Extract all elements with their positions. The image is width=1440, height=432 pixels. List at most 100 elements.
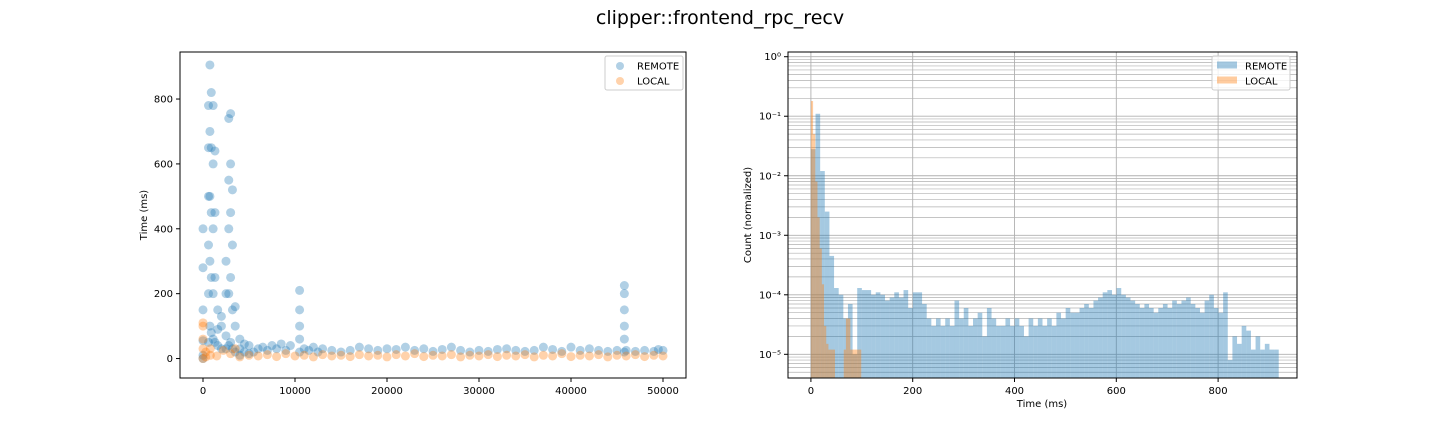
scatter-point-local-52	[594, 350, 604, 360]
histogram-bar-remote-84	[1199, 312, 1205, 378]
scatter-point-remote-11	[204, 101, 214, 111]
scatter-point-remote-91	[391, 344, 401, 354]
histogram-bar-remote-89	[1223, 292, 1228, 378]
histogram-bar-remote-57	[1074, 312, 1080, 378]
scatter-point-local-17	[272, 352, 282, 362]
scatter-point-local-13	[235, 352, 245, 362]
scatter-point-remote-16	[205, 60, 215, 70]
scatter-point-local-21	[308, 352, 318, 362]
scatter-point-remote-73	[285, 341, 295, 351]
scatter-point-remote-4	[198, 263, 208, 273]
histogram-bar-remote-26	[931, 325, 936, 378]
scatter-point-remote-53	[227, 240, 237, 250]
histogram-bar-remote-30	[949, 325, 955, 378]
scatter-point-remote-116	[619, 347, 629, 357]
histogram-bar-local-2	[815, 181, 818, 378]
histogram-ytick-label-3: 10⁻²	[759, 171, 781, 182]
histogram-bar-remote-48	[1033, 325, 1038, 378]
scatter-point-remote-117	[619, 334, 629, 344]
scatter-point-remote-42	[224, 289, 234, 299]
scatter-point-remote-102	[492, 344, 502, 354]
scatter-point-remote-50	[226, 109, 236, 119]
scatter-point-local-24	[336, 350, 346, 360]
scatter-point-remote-106	[529, 345, 539, 355]
figure-title: clipper::frontend_rpc_recv	[596, 7, 844, 29]
histogram-bar-local-7	[826, 343, 829, 378]
histogram-ytick-label-4: 10⁻¹	[759, 112, 781, 123]
histogram-bar-local-10	[832, 349, 835, 378]
scatter-point-remote-64	[244, 341, 254, 351]
scatter-point-remote-82	[313, 347, 323, 357]
scatter-point-remote-127	[658, 345, 668, 355]
scatter-point-remote-14	[205, 191, 215, 201]
scatter-point-remote-36	[216, 311, 226, 321]
scatter-point-remote-77	[295, 305, 305, 315]
histogram-bar-local-4	[819, 248, 822, 378]
scatter-point-remote-12	[205, 321, 215, 331]
histogram-bar-remote-41	[1000, 325, 1006, 378]
histogram-bar-remote-12	[866, 290, 872, 378]
scatter-point-remote-67	[258, 342, 268, 352]
histogram-xtick-label-0: 0	[808, 386, 814, 397]
scatter-point-remote-8	[204, 240, 214, 250]
histogram-bar-remote-68	[1125, 297, 1131, 378]
scatter-point-remote-84	[327, 345, 337, 355]
scatter-point-remote-115	[612, 345, 622, 355]
scatter-point-remote-25	[208, 159, 218, 169]
histogram-bar-remote-1	[815, 113, 821, 379]
scatter-point-remote-79	[299, 344, 309, 354]
scatter-legend-local-label: LOCAL	[637, 77, 670, 88]
histogram-bar-local-3	[817, 217, 820, 378]
histogram-bar-remote-50	[1042, 325, 1048, 378]
histogram-bar-remote-98	[1264, 343, 1270, 378]
histogram-bar-remote-88	[1218, 312, 1224, 378]
scatter-point-remote-62	[239, 339, 249, 349]
scatter-point-remote-6	[204, 337, 214, 347]
scatter-point-remote-32	[213, 324, 223, 334]
scatter-point-remote-97	[446, 342, 456, 352]
histogram-bar-local-1	[813, 134, 816, 378]
scatter-point-local-26	[354, 350, 364, 360]
histogram-bar-local-19	[852, 349, 855, 378]
histogram-bar-remote-44	[1014, 318, 1020, 378]
scatter-point-local-51	[584, 351, 594, 361]
histogram-bar-remote-51	[1047, 318, 1052, 378]
scatter-point-remote-28	[210, 272, 220, 282]
scatter-point-remote-34	[216, 344, 226, 354]
histogram-bar-local-20	[854, 349, 857, 378]
histogram-bar-remote-71	[1139, 308, 1145, 378]
histogram-bar-remote-60	[1088, 308, 1094, 378]
histogram-bar-remote-9	[852, 354, 858, 378]
scatter-point-remote-123	[630, 346, 640, 356]
histogram-bar-remote-42	[1005, 318, 1011, 378]
scatter-point-remote-26	[208, 101, 218, 111]
scatter-point-remote-24	[208, 224, 218, 234]
histogram-ytick-label-0: 10⁻⁵	[759, 350, 781, 361]
histogram-bar-remote-59	[1084, 304, 1089, 378]
histogram-bar-remote-81	[1186, 297, 1191, 378]
scatter-ylabel: Time (ms)	[139, 190, 150, 242]
scatter-point-local-53	[603, 352, 613, 362]
scatter-point-local-22	[318, 350, 328, 360]
histogram-bar-remote-2	[820, 171, 825, 378]
scatter-point-remote-38	[221, 331, 231, 341]
scatter-point-local-34	[428, 350, 438, 360]
scatter-point-remote-122	[621, 345, 631, 355]
scatter-point-remote-66	[253, 344, 263, 354]
scatter-ytick-label-3: 600	[154, 159, 173, 170]
scatter-ytick-label-2: 400	[154, 224, 173, 235]
histogram-bar-remote-40	[996, 325, 1001, 378]
histogram-bar-remote-99	[1269, 349, 1275, 378]
scatter-point-remote-41	[224, 341, 234, 351]
histogram-bar-local-18	[850, 349, 853, 378]
scatter-point-remote-59	[235, 344, 245, 354]
scatter-point-remote-78	[295, 285, 305, 295]
histogram-bar-remote-82	[1190, 304, 1196, 378]
histogram-bar-remote-20	[903, 290, 909, 378]
histogram-bar-remote-96	[1255, 336, 1261, 378]
scatter-point-local-8	[205, 344, 215, 354]
scatter-point-remote-99	[465, 347, 475, 357]
histogram-frame	[787, 51, 1298, 379]
scatter-point-local-11	[226, 349, 236, 359]
